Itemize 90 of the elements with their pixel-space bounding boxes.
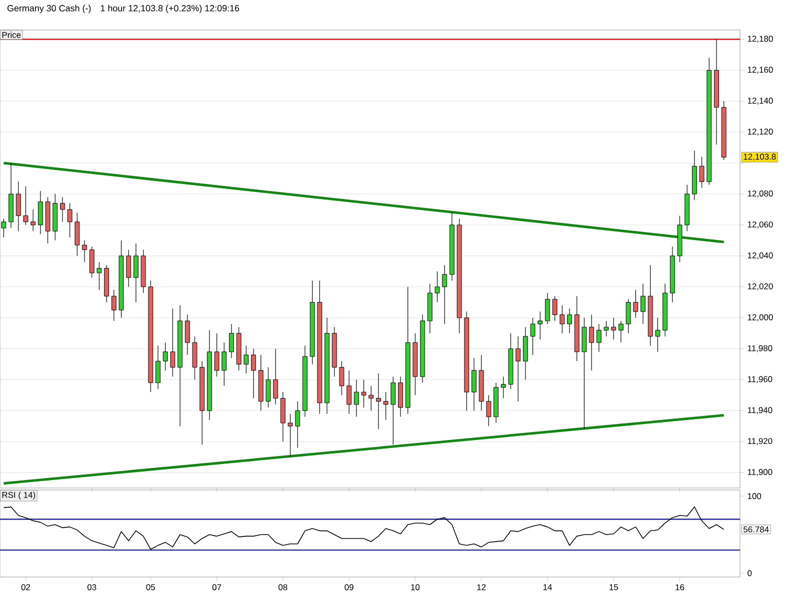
candlestick [295,401,300,448]
candlestick [611,317,616,340]
candlestick [486,394,492,426]
candlestick [67,202,72,238]
x-tick-label: 09 [344,584,354,590]
chart-title: Germany 30 Cash (-) [7,4,91,14]
x-tick-label: 14 [543,584,552,590]
candlestick [134,243,138,303]
y-tick-label: 12,000 [748,314,773,322]
candlestick [538,311,543,340]
candlestick [1,218,6,238]
y-tick-label: 12,140 [748,98,773,105]
candlestick [229,324,234,358]
candlestick [16,181,21,232]
candlestick [126,249,132,288]
text: 56.784 [744,526,769,532]
candlestick [244,345,249,374]
candlestick [500,376,506,399]
candlestick [346,370,352,414]
x-tick-label: 16 [676,584,684,590]
x-tick-label: 05 [146,584,156,590]
x-tick-label: 12 [477,584,486,590]
candlestick [552,296,558,322]
y-tick-label: 12,040 [748,252,773,260]
y-tick-label: 100 [748,493,762,500]
candlestick [633,290,638,318]
y-tick-label: 11,960 [748,376,772,384]
candlestick [560,305,565,334]
candlestick [596,324,602,352]
x-tick-label: 07 [212,584,222,590]
candlestick [368,386,374,411]
x-tick-label: 10 [411,584,420,590]
candlestick [266,366,271,408]
candlestick [361,379,366,408]
chart-subtitle: 1 hour 12,103.8 (+0.23%) 12:09:16 [100,4,240,14]
candlestick [442,264,448,324]
x-tick-label: 08 [278,584,288,590]
candlestick [74,212,80,256]
candlestick [170,308,176,377]
candlestick [214,332,220,377]
y-tick-label: 12,180 [748,36,773,43]
candlestick [156,345,160,390]
candlestick [339,360,344,396]
x-tick-label: 02 [21,584,30,590]
candlestick [626,298,631,334]
y-axis-title: Price [2,32,21,38]
y-tick-label: 12,080 [748,190,773,198]
candlestick [604,320,609,337]
candlestick [184,314,190,356]
y-tick-label: 12,160 [748,66,773,74]
candlestick [96,262,102,290]
candlestick [618,320,624,343]
candlestick [82,240,87,262]
candlestick [545,292,550,324]
candlestick [222,342,227,386]
candlestick [567,308,572,334]
candlestick [376,373,381,430]
candlestick [23,186,28,226]
candlestick [516,336,521,402]
x-tick-label: 15 [610,584,618,590]
candlestick [60,196,65,222]
y-tick-label: 0 [748,570,752,576]
text: 12,103.8 [744,154,776,161]
candlestick [38,190,43,235]
candlestick [655,317,660,352]
y-tick-label: 12,120 [748,128,773,136]
y-tick-label: 11,920 [748,438,772,446]
candlestick [89,246,94,278]
candlestick [390,376,396,445]
candlestick [162,342,168,371]
y-tick-label: 11,900 [748,469,772,476]
y-tick-label: 11,980 [748,345,772,352]
candlestick [273,348,278,405]
x-tick-label: 03 [87,584,96,590]
candlestick [589,314,594,371]
candlestick [530,317,536,356]
candlestick [383,392,388,420]
y-tick-label: 11,940 [748,407,772,414]
candlestick [251,348,256,399]
y-axis-title: RSI ( 14) [2,492,36,500]
candlestick [354,379,359,418]
candlestick [288,413,293,458]
candlestick [472,358,476,411]
y-tick-label: 12,060 [748,221,773,228]
candlestick [30,209,36,232]
candlestick [640,283,646,324]
candlestick [434,271,440,303]
candlestick [111,290,116,322]
y-tick-label: 12,020 [748,283,773,290]
candlestick [699,156,704,188]
